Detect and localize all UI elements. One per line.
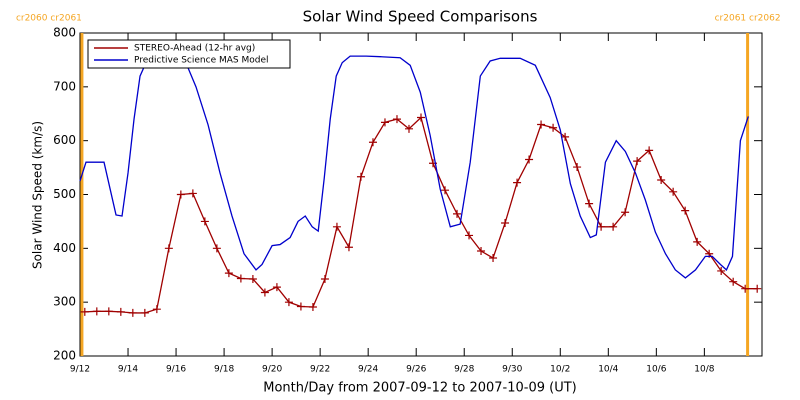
data-point <box>356 172 365 181</box>
x-axis-label: Month/Day from 2007-09-12 to 2007-10-09 … <box>263 381 576 396</box>
data-point <box>392 115 401 124</box>
data-point <box>260 288 269 297</box>
data-point <box>441 186 450 195</box>
y-tick-label: 800 <box>53 26 76 40</box>
x-tick-label: 9/18 <box>214 365 234 375</box>
data-point <box>753 284 762 293</box>
x-tick-label: 9/26 <box>406 365 426 375</box>
data-point <box>729 277 738 286</box>
y-tick-label: 300 <box>53 295 76 309</box>
data-point <box>537 120 546 129</box>
y-tick-label: 600 <box>53 133 76 147</box>
data-point <box>609 222 618 231</box>
x-tick-label: 10/8 <box>694 365 714 375</box>
data-point <box>489 254 498 263</box>
data-point <box>645 146 654 155</box>
data-point <box>404 124 413 133</box>
data-point <box>332 222 341 231</box>
data-point <box>585 199 594 208</box>
data-point <box>717 266 726 275</box>
data-point <box>284 298 293 307</box>
data-point <box>681 206 690 215</box>
y-tick-label: 700 <box>53 79 76 93</box>
data-point <box>308 303 317 312</box>
x-tick-label: 10/4 <box>598 365 618 375</box>
x-tick-label: 9/30 <box>502 365 522 375</box>
y-tick-label: 500 <box>53 187 76 201</box>
data-point <box>597 222 606 231</box>
data-point <box>633 157 642 166</box>
legend-box <box>87 39 291 69</box>
legend-label: Predictive Science MAS Model <box>134 56 269 66</box>
data-point <box>140 308 149 317</box>
data-point <box>501 219 510 228</box>
y-tick-label: 400 <box>53 241 76 255</box>
data-point <box>573 163 582 172</box>
data-point <box>164 244 173 253</box>
data-point <box>465 231 474 240</box>
x-tick-label: 9/22 <box>310 365 330 375</box>
data-point <box>320 275 329 284</box>
data-point <box>513 178 522 187</box>
data-point <box>657 175 666 184</box>
data-point <box>200 217 209 226</box>
data-point <box>212 244 221 253</box>
data-point <box>417 113 425 122</box>
data-point <box>272 283 281 292</box>
data-point <box>104 307 113 316</box>
x-tick-label: 9/24 <box>358 365 378 375</box>
data-point <box>621 208 630 217</box>
x-tick-label: 9/16 <box>166 365 186 375</box>
chart-title: Solar Wind Speed Comparisons <box>303 8 538 26</box>
data-point <box>693 237 702 246</box>
data-point <box>236 274 245 283</box>
data-point <box>296 302 305 311</box>
data-point <box>741 284 750 293</box>
data-point <box>248 275 257 284</box>
data-point <box>92 307 101 316</box>
y-tick-label: 200 <box>53 349 76 363</box>
data-point <box>188 189 197 198</box>
data-point <box>561 132 570 141</box>
data-point <box>176 190 185 199</box>
x-tick-label: 9/14 <box>118 365 138 375</box>
data-point <box>152 305 161 314</box>
x-tick-label: 10/6 <box>646 365 666 375</box>
data-point <box>525 155 534 164</box>
data-point <box>368 138 377 147</box>
carrington-label: cr2060 cr2061 <box>16 14 82 24</box>
data-point <box>669 187 678 196</box>
legend-label: STEREO-Ahead (12-hr avg) <box>134 44 255 54</box>
data-point <box>549 123 558 132</box>
data-point <box>344 243 353 252</box>
carrington-label: cr2061 cr2062 <box>715 14 781 24</box>
x-tick-label: 9/28 <box>454 365 474 375</box>
y-axis-label: Solar Wind Speed (km/s) <box>31 121 45 269</box>
data-point <box>116 307 125 316</box>
series-line <box>79 55 749 279</box>
data-point <box>453 209 462 218</box>
data-point <box>224 269 233 278</box>
data-point <box>80 307 89 316</box>
data-point <box>128 308 137 317</box>
x-tick-label: 10/2 <box>550 365 570 375</box>
x-tick-label: 9/12 <box>70 365 90 375</box>
data-point <box>477 247 486 256</box>
data-point <box>380 118 389 127</box>
x-tick-label: 9/20 <box>262 365 282 375</box>
